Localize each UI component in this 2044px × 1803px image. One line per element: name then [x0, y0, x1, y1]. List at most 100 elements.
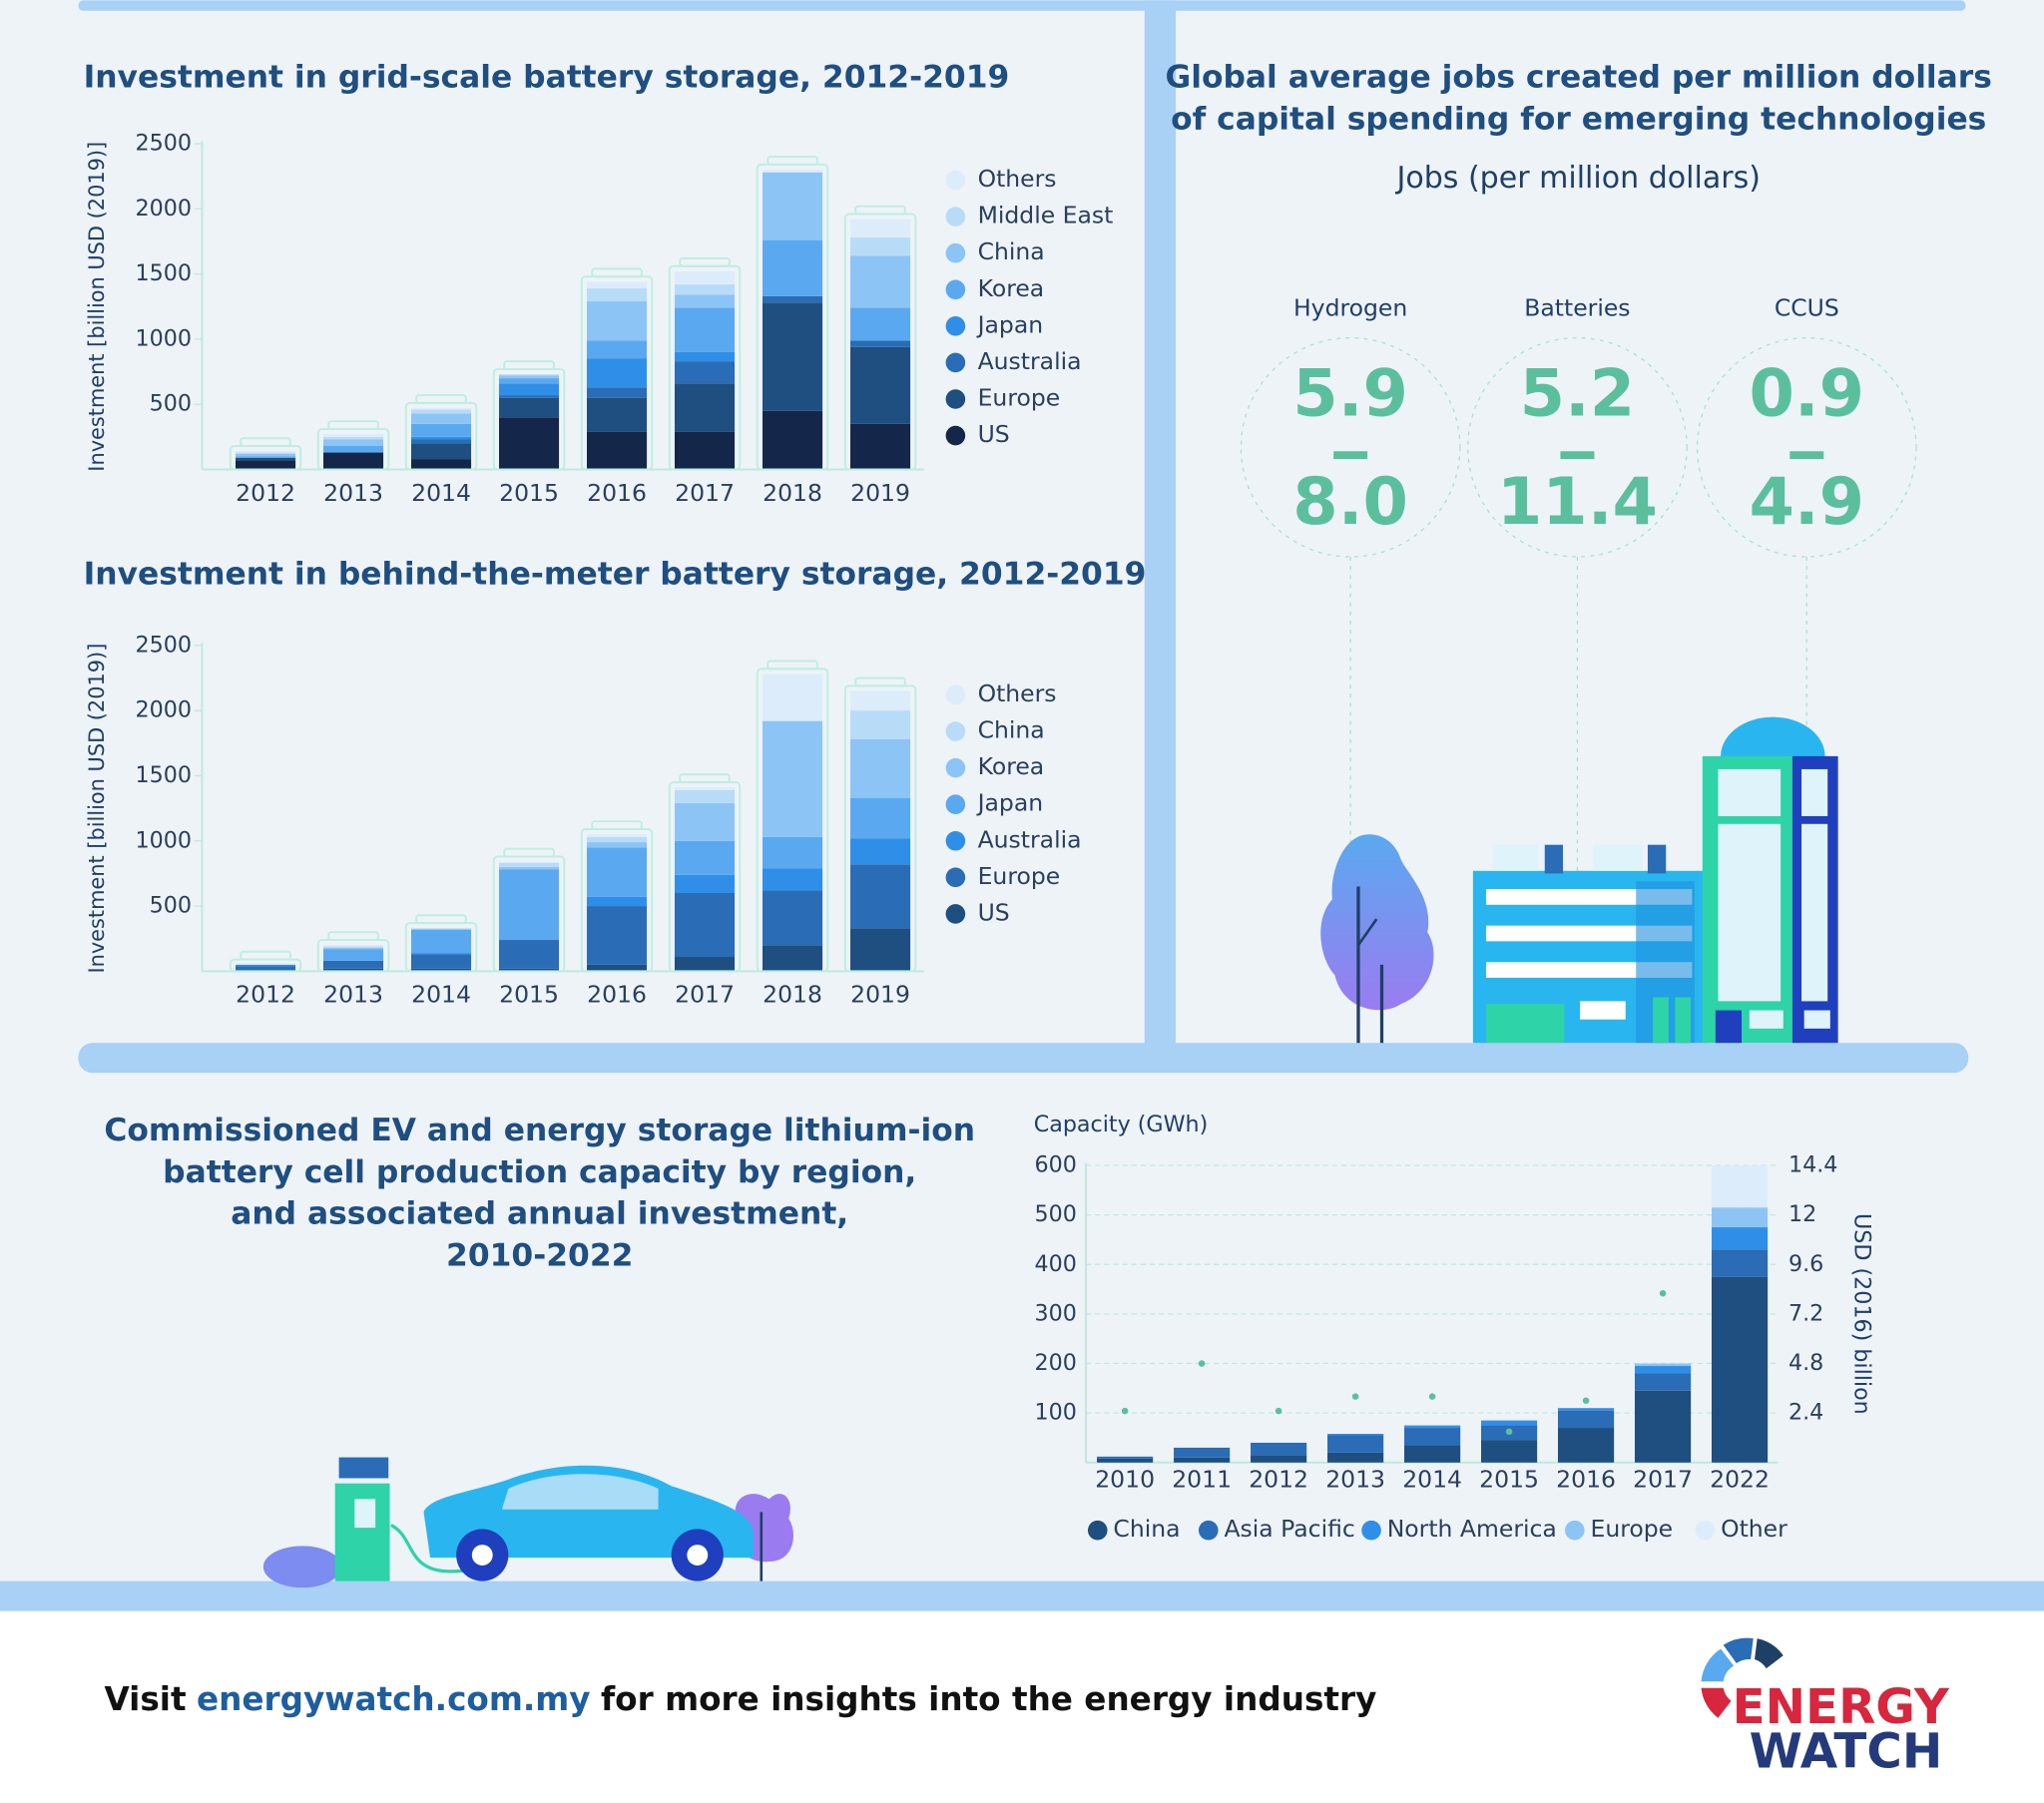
- job-high: 0.9: [1749, 356, 1864, 432]
- jobs-items: Hydrogen 5.9 8.0 Batteries 5.2 11.4 CCUS 0.9 4.9: [1240, 293, 1917, 871]
- y-tick-label: 2500: [136, 130, 192, 156]
- bar-segment: [1711, 1207, 1769, 1228]
- y-tick-label: 500: [150, 391, 192, 417]
- footer-text: for more insights into the energy indust…: [601, 1680, 1376, 1718]
- bar-segment: [675, 361, 736, 384]
- job-circle: [1240, 336, 1461, 558]
- bar-segment: [323, 947, 384, 950]
- battery-cap: [240, 950, 291, 961]
- divider: [78, 1043, 1969, 1074]
- bar-segment: [763, 170, 823, 173]
- bar-segment: [236, 456, 296, 458]
- bar-segment: [411, 413, 472, 424]
- bar-segment: [587, 431, 648, 470]
- y-axis-label: Investment [billion USD (2019)]: [85, 142, 109, 472]
- legend-swatch: [945, 279, 966, 300]
- bar-segment: [1174, 1447, 1231, 1458]
- band: [0, 1580, 2044, 1611]
- battery-cap: [591, 820, 643, 830]
- bar-segment: [411, 439, 472, 444]
- bar-segment: [1557, 1408, 1615, 1411]
- bar-segment: [499, 869, 560, 941]
- jobs-subtitle: Jobs (per million dollars): [1394, 161, 1760, 196]
- y2-tick-label: 2.4: [1788, 1400, 1823, 1426]
- bar-segment: [850, 340, 911, 347]
- legend-label: China: [1113, 1515, 1180, 1543]
- jobs-title: of capital spending for emerging technol…: [1171, 101, 1986, 137]
- x-tick-label: 2018: [763, 981, 822, 1009]
- bar-segment: [1634, 1390, 1692, 1463]
- bar-segment: [850, 423, 911, 470]
- divider: [1144, 0, 1177, 1046]
- bar-segment: [236, 453, 296, 457]
- footer-link[interactable]: energywatch.com.my: [197, 1680, 591, 1718]
- bar-segment: [1711, 1249, 1769, 1277]
- battery-cap: [766, 660, 818, 671]
- legend-label: Middle East: [978, 202, 1114, 229]
- chart-title: Investment in grid-scale battery storage…: [84, 60, 1010, 96]
- bar-segment: [1557, 1428, 1615, 1463]
- investment-dot: [1198, 1360, 1206, 1367]
- x-tick-label: 2014: [411, 479, 471, 507]
- y-axis-label: Investment [billion USD (2019)]: [85, 644, 109, 974]
- bar-segment: [850, 928, 911, 972]
- job-dash: [1789, 451, 1824, 460]
- bar-segment: [499, 375, 560, 379]
- bar-segment: [499, 861, 560, 863]
- bar-segment: [323, 960, 384, 969]
- logo-text: WATCH: [1750, 1723, 1943, 1779]
- bar-segment: [675, 874, 736, 894]
- car-illustration: [262, 1457, 793, 1588]
- legend-swatch: [1087, 1520, 1108, 1541]
- bar-segment: [675, 383, 736, 432]
- footer-text: Visit energywatch.com.my for more insights…: [104, 1680, 1376, 1718]
- legend-swatch: [945, 867, 966, 888]
- bar-segment: [587, 340, 648, 359]
- y-tick-label: 1000: [136, 325, 192, 351]
- y2-tick-label: 9.6: [1788, 1251, 1823, 1277]
- bar-segment: [1327, 1433, 1384, 1436]
- bar-segment: [1404, 1428, 1461, 1446]
- legend-label: China: [978, 716, 1045, 744]
- bar-segment: [675, 840, 736, 875]
- legend-swatch: [945, 904, 966, 924]
- bar-segment: [763, 172, 823, 240]
- legend-label: US: [978, 420, 1010, 448]
- y2-tick-label: 7.2: [1788, 1300, 1823, 1326]
- chart-title: Investment in behind-the-meter battery s…: [84, 556, 1147, 592]
- bar-segment: [763, 868, 823, 891]
- bar-segment: [675, 802, 736, 841]
- bar-segment: [763, 674, 823, 721]
- bar-segment: [1174, 1457, 1231, 1463]
- x-tick-label: 2013: [323, 981, 383, 1009]
- bar-segment: [675, 307, 736, 352]
- footer-text: Visit: [104, 1680, 186, 1718]
- bar-segment: [323, 439, 384, 447]
- legend-swatch: [945, 757, 966, 778]
- bar-segment: [499, 397, 560, 418]
- bar-segment: [763, 410, 823, 470]
- bar-segment: [850, 797, 911, 839]
- x-tick-label: 2016: [587, 479, 647, 507]
- bar-segment: [763, 836, 823, 869]
- bar-segment: [1097, 1458, 1154, 1463]
- bar-segment: [499, 395, 560, 398]
- bar-segment: [850, 690, 911, 711]
- legend-label: Australia: [978, 347, 1082, 375]
- bar-segment: [587, 358, 648, 388]
- battery-cap: [854, 676, 906, 687]
- x-tick-label: 2015: [1479, 1466, 1539, 1494]
- legend-swatch: [1361, 1520, 1381, 1541]
- bar-segment: [411, 968, 472, 972]
- legend-swatch: [945, 794, 966, 814]
- bar-segment: [675, 294, 736, 308]
- bar-segment: [236, 460, 296, 470]
- job-low: 11.4: [1497, 464, 1658, 540]
- legend-swatch: [945, 170, 966, 191]
- x-tick-label: 2014: [1402, 1466, 1462, 1494]
- y-tick-label: 100: [1034, 1400, 1076, 1426]
- bar-segment: [587, 287, 648, 302]
- buildings: [1320, 716, 1838, 1044]
- bar-segment: [850, 237, 911, 256]
